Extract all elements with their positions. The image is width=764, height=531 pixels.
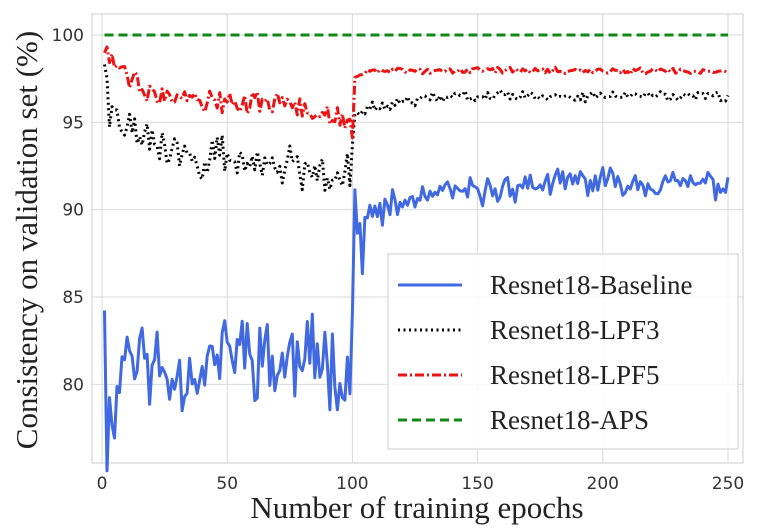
x-tick-label: 0 [97, 474, 108, 494]
legend-label: Resnet18-Baseline [490, 270, 692, 300]
y-axis-title: Consistency on validation set (%) [9, 31, 44, 449]
grid [92, 14, 743, 463]
y-tick-label: 90 [62, 201, 84, 221]
tick-labels: 0 50 100 150 200 250 80 85 90 95 100 [52, 26, 745, 494]
x-tick-label: 50 [216, 474, 238, 494]
series-layer [103, 33, 730, 473]
x-tick-label: 250 [712, 474, 744, 494]
plot-frame [91, 13, 744, 464]
x-axis-title: Number of training epochs [250, 490, 583, 525]
legend-label: Resnet18-LPF3 [490, 315, 660, 345]
legend-label: Resnet18-APS [490, 405, 649, 435]
y-tick-label: 85 [62, 288, 84, 308]
series-line-1 [103, 166, 730, 473]
legend-label: Resnet18-LPF5 [490, 360, 660, 390]
series-line-2 [103, 64, 730, 192]
legend: Resnet18-Baseline Resnet18-LPF3 Resnet18-L… [387, 253, 739, 450]
x-tick-label: 150 [461, 474, 493, 494]
series-line-3 [103, 45, 729, 140]
x-tick-label: 100 [336, 474, 368, 494]
y-tick-label: 95 [62, 113, 84, 133]
y-tick-label: 100 [52, 26, 84, 46]
x-tick-label: 200 [587, 474, 619, 494]
y-tick-label: 80 [62, 375, 84, 395]
